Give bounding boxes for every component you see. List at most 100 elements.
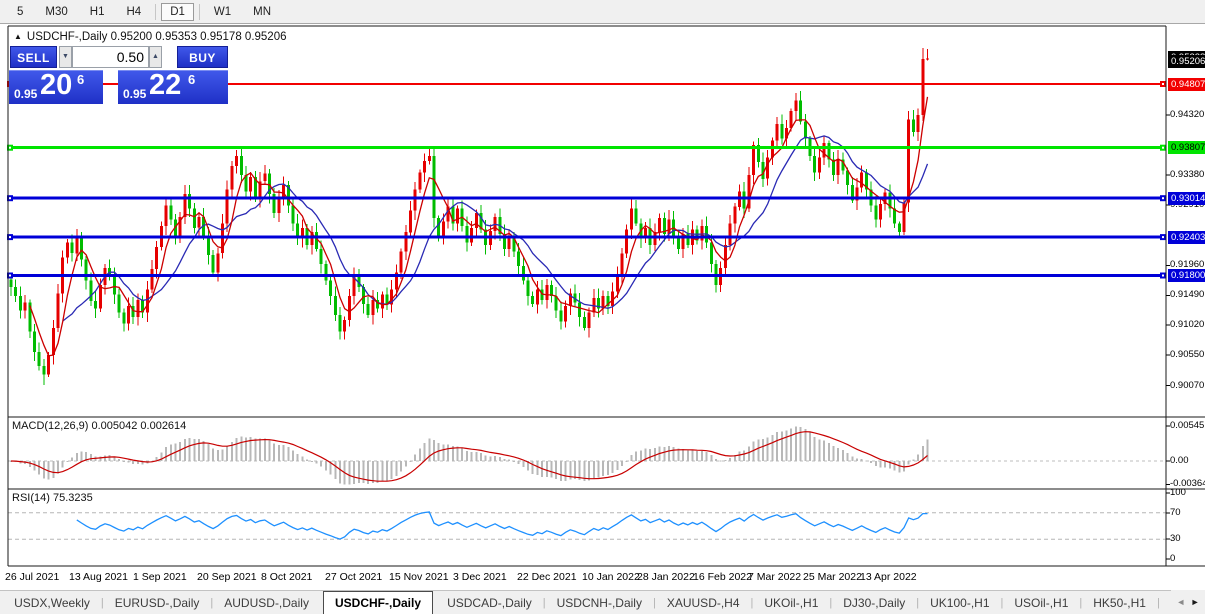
macd-histogram-bar xyxy=(522,461,525,467)
timeframe-button-mn[interactable]: MN xyxy=(253,5,272,18)
sell-button[interactable]: SELL xyxy=(10,46,57,68)
tab-dj30-daily[interactable]: DJ30-,Daily xyxy=(843,595,906,610)
macd-histogram-bar xyxy=(245,437,247,461)
lot-decrease-button[interactable]: ▼ xyxy=(59,46,72,68)
macd-histogram-bar xyxy=(301,456,304,461)
candle-body xyxy=(329,280,333,296)
buy-button[interactable]: BUY xyxy=(177,46,228,68)
macd-histogram-bar xyxy=(888,461,891,469)
macd-histogram-bar xyxy=(823,440,826,461)
tab-usdcnh-daily[interactable]: USDCNH-,Daily xyxy=(556,595,642,610)
timeframe-button-d1[interactable]: D1 xyxy=(161,2,194,21)
lot-size-input[interactable] xyxy=(72,46,149,68)
timeframe-button-w1[interactable]: W1 xyxy=(213,5,232,18)
timeframe-button-5[interactable]: 5 xyxy=(17,5,24,18)
candle-body xyxy=(456,208,459,224)
macd-label: MACD(12,26,9) 0.005042 0.002614 xyxy=(12,420,187,432)
macd-histogram-bar xyxy=(691,450,694,461)
macd-histogram-bar xyxy=(456,446,459,461)
macd-histogram-bar xyxy=(437,443,440,461)
macd-histogram-bar xyxy=(677,448,680,461)
macd-histogram-bar xyxy=(329,461,332,475)
candle-body xyxy=(723,245,727,268)
tab-usdcad-daily[interactable]: USDCAD-,Daily xyxy=(447,595,532,610)
buy-price-box[interactable]: 0.95 22 6 xyxy=(118,69,228,104)
macd-histogram-bar xyxy=(550,461,553,478)
macd-histogram-bar xyxy=(588,461,591,481)
date-label: 28 Jan 2022 xyxy=(637,571,695,583)
macd-histogram-bar xyxy=(282,445,285,461)
tab-separator: | xyxy=(542,596,546,609)
candle-body xyxy=(150,269,154,290)
timeframe-button-h4[interactable]: H4 xyxy=(126,5,142,18)
candle-body xyxy=(503,234,506,249)
macd-histogram-bar xyxy=(207,444,210,461)
sell-price-box[interactable]: 0.95 20 6 xyxy=(9,69,103,104)
macd-histogram-bar xyxy=(832,446,835,461)
candle-body xyxy=(324,264,328,281)
candle-body xyxy=(855,187,859,201)
timeframe-button-h1[interactable]: H1 xyxy=(89,5,105,18)
lot-increase-button[interactable]: ▲ xyxy=(149,46,162,68)
macd-histogram-bar xyxy=(320,461,323,467)
tab-audusd-daily[interactable]: AUDUSD-,Daily xyxy=(224,595,309,610)
candle-body xyxy=(216,253,220,273)
candle-body xyxy=(911,119,915,133)
candle-body xyxy=(117,294,121,313)
macd-scale-label: -0.00364 xyxy=(1170,478,1205,490)
candle-body xyxy=(747,174,751,209)
macd-histogram-bar xyxy=(141,461,144,465)
tab-usoil-h1[interactable]: USOil-,H1 xyxy=(1014,595,1069,610)
tab-uk100-h1[interactable]: UK100-,H1 xyxy=(930,595,990,610)
macd-histogram-bar xyxy=(747,446,750,461)
candle-body xyxy=(394,272,398,290)
macd-histogram-bar xyxy=(569,461,572,480)
macd-histogram-bar xyxy=(212,448,215,461)
date-label: 13 Apr 2022 xyxy=(860,571,917,583)
candle-body xyxy=(860,172,864,188)
candle-body xyxy=(23,302,27,311)
macd-histogram-bar xyxy=(132,461,135,465)
tab-usdchf-daily[interactable]: USDCHF-,Daily xyxy=(323,591,434,614)
candle-body xyxy=(451,206,455,224)
candle-body xyxy=(761,162,765,179)
price-tick-label: 0.91490 xyxy=(1170,289,1205,301)
tab-ukoil-h1[interactable]: UKOil-,H1 xyxy=(764,595,819,610)
tab-xauusd-h4[interactable]: XAUUSD-,H4 xyxy=(666,595,740,610)
tab-scroll-right-icon[interactable]: ► xyxy=(1190,597,1200,607)
macd-histogram-bar xyxy=(649,448,652,461)
tab-usdx-weekly[interactable]: USDX,Weekly xyxy=(14,595,90,610)
candle-body xyxy=(319,248,323,265)
candle-body xyxy=(897,223,901,233)
macd-histogram-bar xyxy=(602,461,605,476)
macd-histogram-bar xyxy=(85,452,88,461)
macd-histogram-bar xyxy=(818,439,821,461)
tab-scroll-left-icon[interactable]: ◄ xyxy=(1176,597,1186,607)
price-tick-label: 0.94320 xyxy=(1170,109,1205,121)
candle-body xyxy=(775,123,779,141)
price-tick-label: 0.90550 xyxy=(1170,349,1205,361)
tab-hk50-h1[interactable]: HK50-,H1 xyxy=(1093,595,1146,610)
rsi-scale-label: 70 xyxy=(1170,506,1181,518)
macd-histogram-bar xyxy=(494,455,497,461)
candle-body xyxy=(582,317,586,328)
candle-body xyxy=(385,294,389,305)
timeframe-button-m30[interactable]: M30 xyxy=(45,5,68,18)
macd-histogram-bar xyxy=(310,461,313,462)
bid-price-badge: 0.95206 xyxy=(1168,55,1205,69)
candle-body xyxy=(926,58,929,60)
price-axis: 0.943200.933800.929100.919600.914900.910… xyxy=(1167,26,1205,566)
macd-histogram-bar xyxy=(813,437,816,461)
collapse-triangle-icon[interactable]: ▲ xyxy=(14,32,22,41)
macd-histogram-bar xyxy=(108,455,111,461)
candle-body xyxy=(629,208,633,230)
candle-body xyxy=(282,185,286,200)
macd-histogram-bar xyxy=(221,449,224,461)
candle-body xyxy=(155,246,159,270)
macd-histogram-bar xyxy=(766,437,769,461)
macd-histogram-bar xyxy=(926,439,929,461)
candle-body xyxy=(676,236,680,249)
line-handle-dot xyxy=(1162,197,1164,200)
tab-eurusd-daily[interactable]: EURUSD-,Daily xyxy=(114,595,200,610)
